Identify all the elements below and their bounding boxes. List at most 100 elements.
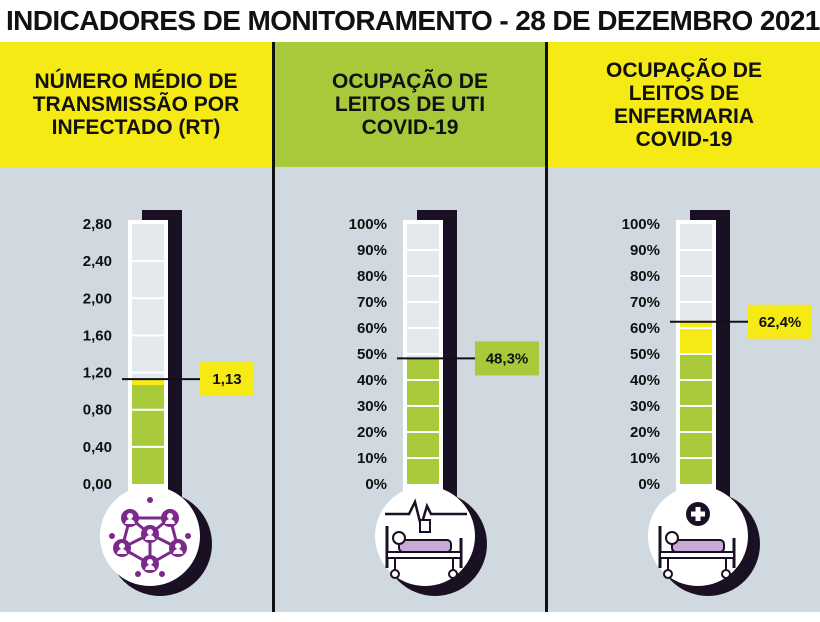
value-label: 48,3% [486, 350, 529, 367]
tick-label: 2,80 [83, 216, 112, 233]
network-people-icon [109, 497, 191, 577]
level-fill-green [132, 385, 164, 484]
panel-rt: NÚMERO MÉDIO DE TRANSMISSÃO POR INFECTAD… [0, 42, 272, 612]
tick-label: 2,40 [83, 253, 112, 270]
level-fill-yellow [680, 321, 712, 354]
header-line: LEITOS DE UTI [334, 93, 486, 116]
person-body [173, 549, 183, 554]
tick-label: 0,80 [83, 402, 112, 419]
tick-label: 30% [357, 398, 387, 415]
thermometer-rt: 2,80 2,40 2,00 1,60 1,20 0,80 0,40 0,00 1,13 [83, 210, 254, 596]
network-dot [135, 571, 141, 577]
bed-frame [659, 551, 735, 559]
divider [272, 42, 275, 612]
value-callout-box [200, 362, 254, 397]
tick-label: 60% [357, 320, 387, 337]
panel-header-rt: NÚMERO MÉDIO DE TRANSMISSÃO POR INFECTAD… [0, 42, 272, 167]
person-body [145, 535, 155, 540]
tick-label: 50% [357, 346, 387, 363]
tick-label: 1,60 [83, 327, 112, 344]
tick-label: 80% [630, 268, 660, 285]
header-line: COVID-19 [635, 127, 733, 151]
thermometer-group: 100% 90% 80% 70% 60% 50% 40% 30% 20% 10% 0% 62,4% [622, 210, 812, 596]
patient-head [392, 531, 406, 545]
panel-uti: OCUPAÇÃO DE LEITOS DE UTI COVID-19 100% 9… [275, 42, 545, 612]
tick-label: 70% [630, 294, 660, 311]
person-body [125, 519, 135, 524]
icu-bed-heartbeat-icon [385, 498, 467, 579]
header-line: INFECTADO (RT) [51, 116, 221, 139]
bed-wheel [448, 569, 458, 579]
header-line: ENFERMARIA [613, 104, 754, 128]
tick-label: 50% [630, 346, 660, 363]
header-line: OCUPAÇÃO DE [606, 58, 762, 82]
patient-head [665, 531, 679, 545]
tick-label: 40% [357, 372, 387, 389]
header-line: LEITOS DE [628, 81, 740, 105]
bed-wheel [390, 569, 400, 579]
header-line: COVID-19 [361, 116, 459, 139]
tick-label: 30% [630, 398, 660, 415]
network-dot [147, 497, 153, 503]
tick-label: 0,00 [83, 476, 112, 493]
bed-frame [386, 551, 462, 559]
tick-label: 80% [357, 268, 387, 285]
tick-label: 2,00 [83, 290, 112, 307]
person-body [117, 549, 127, 554]
thermometer-group: 2,80 2,40 2,00 1,60 1,20 0,80 0,40 0,00 1,13 [83, 210, 254, 596]
blanket [671, 539, 725, 553]
tick-label: 100% [622, 216, 660, 233]
person-head [127, 513, 133, 519]
tick-label: 10% [630, 450, 660, 467]
value-callout-box [748, 304, 812, 339]
tick-label: 0% [638, 476, 660, 493]
person-body [145, 565, 155, 570]
panel-header-uti: OCUPAÇÃO DE LEITOS DE UTI COVID-19 [275, 42, 545, 167]
tick-label: 100% [349, 216, 387, 233]
bulb [375, 486, 475, 586]
tick-label: 10% [357, 450, 387, 467]
tick-label: 60% [630, 320, 660, 337]
ward-bed-cross-icon [658, 502, 736, 579]
value-label: 62,4% [759, 314, 802, 331]
tick-label: 0,40 [83, 439, 112, 456]
value-callout-box [475, 341, 539, 376]
panel-enfermaria: OCUPAÇÃO DE LEITOS DE ENFERMARIA COVID-1… [548, 42, 820, 612]
bed-wheel [663, 569, 673, 579]
page-title: INDICADORES DE MONITORAMENTO - 28 DE DEZ… [6, 5, 820, 36]
tick-label: 1,20 [83, 365, 112, 382]
header-line: OCUPAÇÃO DE [332, 70, 488, 93]
blanket [398, 539, 452, 553]
thermometer-group: 100% 90% 80% 70% 60% 50% 40% 30% 20% 10% 0% 48,3% [349, 210, 539, 596]
person-head [175, 543, 181, 549]
tick-label: 90% [357, 242, 387, 259]
header-line: TRANSMISSÃO POR [32, 93, 240, 116]
iv-bag [419, 519, 431, 533]
network-dot [109, 533, 115, 539]
panel-header-enfermaria: OCUPAÇÃO DE LEITOS DE ENFERMARIA COVID-1… [548, 42, 820, 167]
thermometer-uti: 100% 90% 80% 70% 60% 50% 40% 30% 20% 10% 0% 48,3% [349, 210, 539, 596]
divider [545, 42, 548, 612]
tick-label: 90% [630, 242, 660, 259]
header-line: NÚMERO MÉDIO DE [34, 70, 238, 93]
person-head [167, 513, 173, 519]
tick-label: 20% [630, 424, 660, 441]
tick-label: 0% [365, 476, 387, 493]
network-dot [159, 571, 165, 577]
tick-label: 40% [630, 372, 660, 389]
thermometer-enfermaria: 100% 90% 80% 70% 60% 50% 40% 30% 20% 10% 0% 62,4% [622, 210, 812, 596]
cross-vertical [695, 507, 701, 521]
bulb [648, 486, 748, 586]
person-head [147, 559, 153, 565]
tick-label: 70% [357, 294, 387, 311]
level-fill-green [680, 354, 712, 484]
network-dot [185, 533, 191, 539]
bed-wheel [721, 569, 731, 579]
level-fill-yellow [132, 379, 164, 386]
person-body [165, 519, 175, 524]
level-fill-green [407, 358, 439, 484]
value-label: 1,13 [212, 371, 241, 388]
person-head [147, 529, 153, 535]
tick-label: 20% [357, 424, 387, 441]
person-head [119, 543, 125, 549]
